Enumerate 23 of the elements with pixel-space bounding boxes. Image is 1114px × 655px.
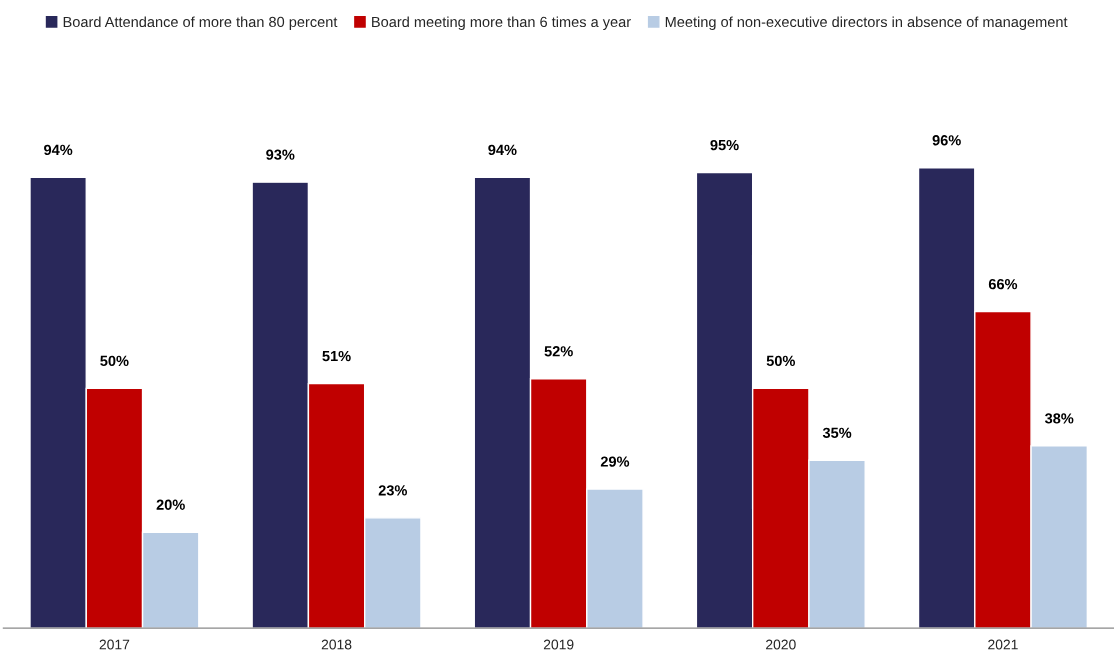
data-label: 50% bbox=[100, 355, 129, 367]
data-label: 35% bbox=[822, 427, 852, 438]
data-label: 95% bbox=[710, 139, 739, 151]
data-label: 93% bbox=[266, 149, 295, 160]
data-label: 50% bbox=[766, 355, 796, 367]
x-tick-label: 2021 bbox=[988, 639, 1018, 650]
x-tick-label: 2019 bbox=[543, 639, 574, 650]
data-label: 29% bbox=[600, 456, 630, 467]
x-tick-label: 2017 bbox=[99, 639, 130, 650]
data-label: 20% bbox=[156, 499, 185, 510]
x-tick-label: 2018 bbox=[321, 639, 352, 650]
legend-label: Board meeting more than 6 times a year bbox=[372, 16, 631, 30]
data-label: 94% bbox=[44, 144, 73, 156]
legend-label: Meeting of non-executive directors in absence of management bbox=[665, 16, 1068, 30]
legend-label: Board Attendance of more than 80 percent bbox=[63, 16, 338, 30]
data-label: 38% bbox=[1044, 413, 1074, 424]
data-label: 94% bbox=[488, 144, 517, 156]
x-tick-label: 2020 bbox=[766, 639, 796, 650]
data-label: 66% bbox=[988, 278, 1018, 290]
data-label: 51% bbox=[322, 350, 351, 362]
data-label: 96% bbox=[932, 135, 961, 146]
data-label: 52% bbox=[544, 346, 573, 357]
data-label: 23% bbox=[378, 485, 408, 496]
